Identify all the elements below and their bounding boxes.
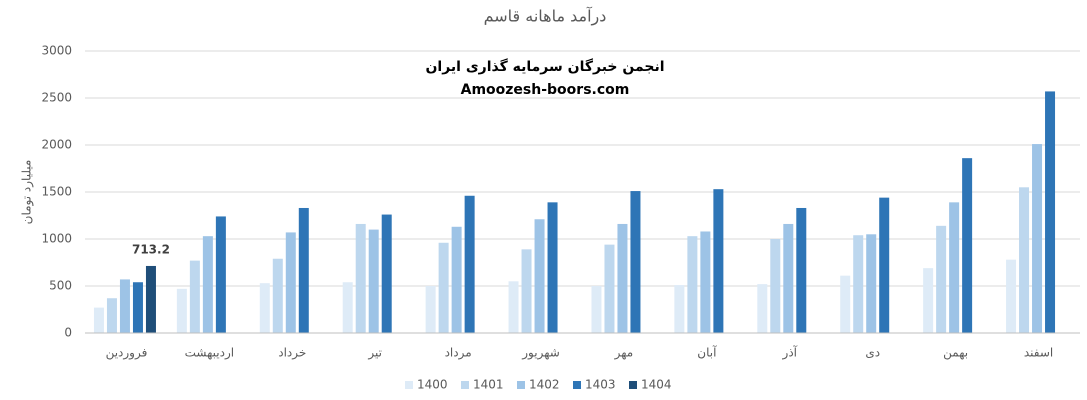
- watermark: Amoozesh-boors.com: [461, 82, 630, 98]
- bar: [770, 239, 781, 333]
- legend-swatch: [573, 381, 581, 389]
- x-tick-label: فروردین: [106, 346, 148, 361]
- legend-swatch: [629, 381, 637, 389]
- x-tick-label: تیر: [367, 346, 382, 361]
- bar: [215, 216, 226, 333]
- bar: [145, 265, 156, 333]
- bar: [106, 298, 117, 333]
- y-tick-label: 1000: [41, 232, 72, 246]
- legend-swatch: [405, 381, 413, 389]
- x-tick-label: اردیبهشت: [185, 346, 234, 361]
- x-tick-label: شهریور: [521, 346, 560, 361]
- bar: [272, 258, 283, 333]
- legend-label: 1404: [641, 378, 672, 392]
- bar: [425, 286, 436, 333]
- x-tick-label: بهمن: [943, 346, 968, 361]
- y-tick-label: 500: [49, 279, 72, 293]
- bar: [853, 235, 864, 333]
- bar: [355, 223, 366, 333]
- x-tick-label: اسفند: [1024, 346, 1053, 360]
- bar: [879, 197, 890, 333]
- bar: [298, 207, 309, 333]
- bar: [923, 268, 934, 333]
- bar: [700, 231, 711, 333]
- bar: [202, 236, 213, 333]
- bar: [1032, 144, 1043, 333]
- value-label: 713.2: [132, 242, 170, 256]
- bar: [617, 223, 628, 333]
- legend-label: 1401: [473, 378, 504, 392]
- bar: [521, 249, 532, 333]
- bar: [547, 202, 558, 333]
- bar: [687, 236, 698, 333]
- chart-title: درآمد ماهانه قاسم: [484, 7, 607, 27]
- bar: [93, 307, 104, 333]
- legend-swatch: [461, 381, 469, 389]
- bar: [866, 234, 877, 333]
- legend-label: 1402: [529, 378, 560, 392]
- bar: [259, 283, 270, 333]
- y-tick-label: 2500: [41, 91, 72, 105]
- x-tick-label: مرداد: [445, 346, 472, 361]
- bar: [534, 219, 545, 333]
- y-tick-label: 3000: [41, 44, 72, 58]
- bar: [604, 244, 615, 333]
- bar: [176, 288, 187, 333]
- y-tick-label: 0: [64, 326, 72, 340]
- bar: [713, 189, 724, 333]
- bar: [796, 207, 807, 333]
- legend-swatch: [517, 381, 525, 389]
- bar: [1019, 187, 1030, 333]
- bar: [674, 285, 685, 333]
- bar: [936, 225, 947, 333]
- bar: [132, 282, 143, 333]
- legend-label: 1403: [585, 378, 616, 392]
- bar: [630, 191, 641, 333]
- x-tick-label: آبان: [697, 345, 717, 360]
- bar: [438, 242, 449, 333]
- x-tick-label: خرداد: [278, 346, 306, 361]
- bar: [189, 260, 200, 333]
- watermark: انجمن خبرگان سرمایه گذاری ایران: [425, 58, 664, 75]
- bar: [381, 214, 392, 333]
- bar: [464, 195, 475, 333]
- bar: [119, 279, 130, 333]
- bar: [342, 282, 353, 333]
- x-tick-label: آذر: [782, 345, 798, 361]
- bar: [962, 158, 973, 333]
- x-tick-label: مهر: [614, 346, 634, 361]
- bar: [591, 286, 602, 333]
- bar: [508, 281, 519, 333]
- bar: [949, 202, 960, 333]
- x-tick-label: دی: [865, 346, 880, 360]
- y-tick-label: 1500: [41, 185, 72, 199]
- bar: [451, 226, 462, 333]
- bar: [757, 284, 768, 333]
- y-axis-label: میلیارد تومان: [20, 160, 35, 225]
- bar: [783, 223, 794, 333]
- y-tick-label: 2000: [41, 138, 72, 152]
- bar: [368, 229, 379, 333]
- bar: [285, 232, 296, 333]
- bar: [1006, 259, 1017, 333]
- bar: [840, 275, 851, 333]
- legend-label: 1400: [417, 378, 448, 392]
- bar: [1045, 91, 1056, 333]
